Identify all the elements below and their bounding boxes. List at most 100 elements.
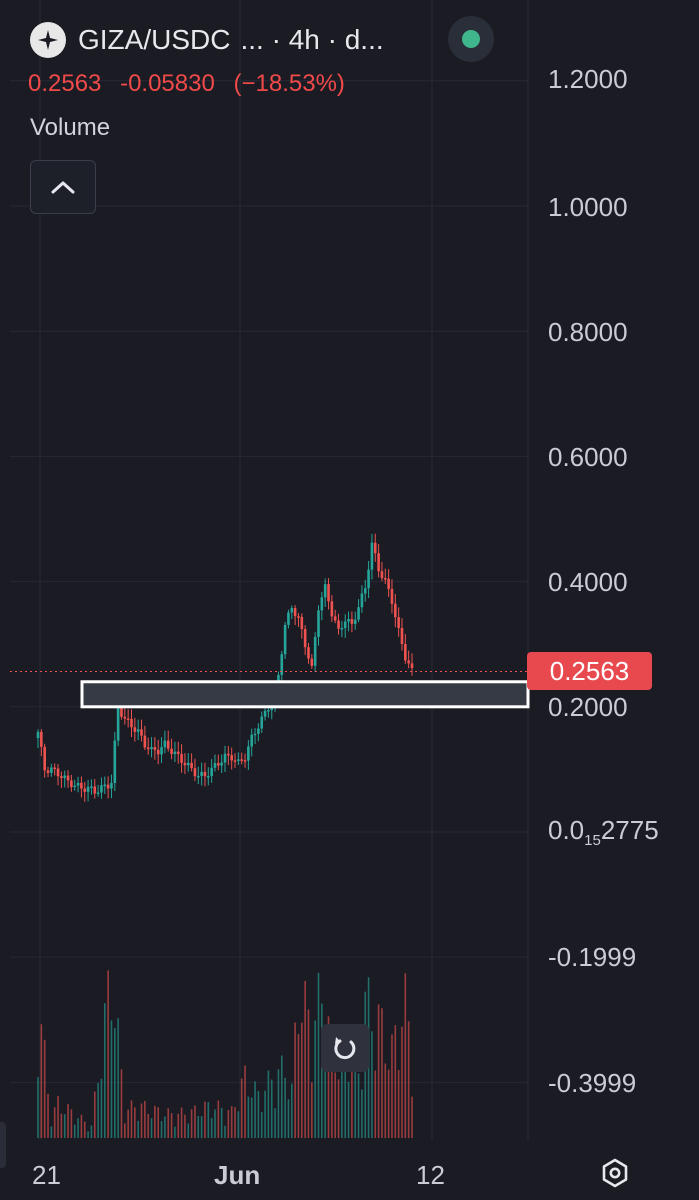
candle-body <box>170 748 173 754</box>
volume-bar <box>60 1113 63 1138</box>
volume-bar <box>124 1123 126 1138</box>
candle-body <box>53 767 56 770</box>
candle-body <box>103 784 107 787</box>
candle-body <box>66 775 70 781</box>
candle-body <box>360 593 364 608</box>
volume-bar <box>47 1093 49 1138</box>
volume-bar <box>254 1081 256 1138</box>
candle-body <box>410 663 414 669</box>
volume-bar <box>144 1100 146 1138</box>
volume-bar <box>321 1003 323 1138</box>
star-logo-icon <box>30 22 66 58</box>
candle-body <box>143 735 147 748</box>
volume-bar <box>234 1107 236 1138</box>
volume-bar <box>227 1110 230 1138</box>
candle-body <box>186 762 190 766</box>
volume-bar <box>301 1022 303 1138</box>
candle-body <box>223 753 227 763</box>
volume-bar <box>374 1070 377 1138</box>
candle-body <box>217 763 220 766</box>
volume-bar <box>180 1107 183 1138</box>
volume-bar <box>247 1096 250 1138</box>
candle-body <box>380 571 384 579</box>
volume-bar <box>214 1109 216 1138</box>
candle-body <box>343 621 347 629</box>
volume-bar <box>277 1069 280 1138</box>
volume-bar <box>204 1101 206 1138</box>
volume-bar <box>130 1100 133 1138</box>
candle-body <box>76 782 80 786</box>
side-drawer-handle[interactable] <box>0 1122 6 1168</box>
candle-body <box>310 658 314 666</box>
candle-body <box>400 627 404 644</box>
candle-body <box>243 760 247 762</box>
volume-bar <box>174 1126 176 1138</box>
candle-body <box>307 647 310 659</box>
volume-bar <box>114 1027 116 1138</box>
volume-bar <box>57 1096 59 1138</box>
candle-body <box>280 654 284 676</box>
candle-body <box>190 762 193 769</box>
price-axis-label: 0.6000 <box>548 442 628 472</box>
candle-body <box>93 786 97 794</box>
volume-bar <box>50 1126 53 1138</box>
candle-body <box>150 747 153 750</box>
candle-body <box>116 706 120 741</box>
volume-bar <box>70 1109 73 1138</box>
volume-bar <box>200 1116 203 1138</box>
candle-body <box>96 792 100 794</box>
volume-bar <box>157 1107 160 1138</box>
volume-bar <box>220 1107 223 1138</box>
time-axis-label: 12 <box>416 1160 445 1190</box>
volume-bar <box>264 1090 266 1138</box>
candle-body <box>220 762 223 766</box>
volume-bar <box>37 1077 39 1138</box>
volume-bar <box>170 1113 173 1138</box>
candle-body <box>387 578 390 589</box>
volume-bar <box>257 1091 260 1138</box>
candle-body <box>313 636 317 666</box>
candle-body <box>113 740 117 784</box>
candle-body <box>347 619 350 622</box>
candle-body <box>240 759 243 761</box>
candle-body <box>227 753 230 756</box>
candle-body <box>253 733 257 736</box>
volume-bar <box>344 1035 347 1138</box>
volume-bar <box>411 1096 413 1138</box>
collapse-button[interactable] <box>30 160 96 214</box>
volume-bar <box>240 1078 243 1138</box>
volume-bar <box>80 1114 83 1138</box>
candle-body <box>120 706 123 717</box>
volume-bar <box>354 1048 357 1138</box>
volume-bar <box>387 1069 390 1138</box>
candle-body <box>230 755 233 761</box>
candle-body <box>327 584 330 602</box>
price-axis-label-small: 0.0152775 <box>548 815 659 849</box>
price-axis-label: 0.4000 <box>548 567 628 597</box>
candle-body <box>106 784 110 789</box>
candle-body <box>267 710 270 712</box>
candle-body <box>207 776 210 778</box>
status-indicator-button[interactable] <box>448 16 494 62</box>
volume-bar <box>120 1069 123 1138</box>
reset-chart-button[interactable] <box>321 1024 369 1072</box>
symbol-header[interactable]: GIZA/USDC ... · 4h · d... <box>30 22 384 58</box>
volume-bar <box>127 1109 129 1138</box>
candle-body <box>257 728 260 734</box>
candle-body <box>200 771 203 776</box>
volume-bar <box>90 1125 93 1138</box>
volume-bar <box>197 1116 200 1138</box>
candle-body <box>196 775 200 778</box>
candle-body <box>303 629 307 648</box>
volume-bar <box>284 1077 286 1138</box>
interval-text: ... · 4h · d... <box>240 24 384 55</box>
candle-body <box>390 588 394 604</box>
candle-body <box>203 771 207 777</box>
volume-bar <box>40 1024 43 1138</box>
volume-bar <box>77 1118 79 1138</box>
volume-bar <box>377 1004 380 1138</box>
chart-settings-button[interactable] <box>598 1156 632 1190</box>
candle-body <box>320 597 324 611</box>
candle-body <box>123 716 127 719</box>
